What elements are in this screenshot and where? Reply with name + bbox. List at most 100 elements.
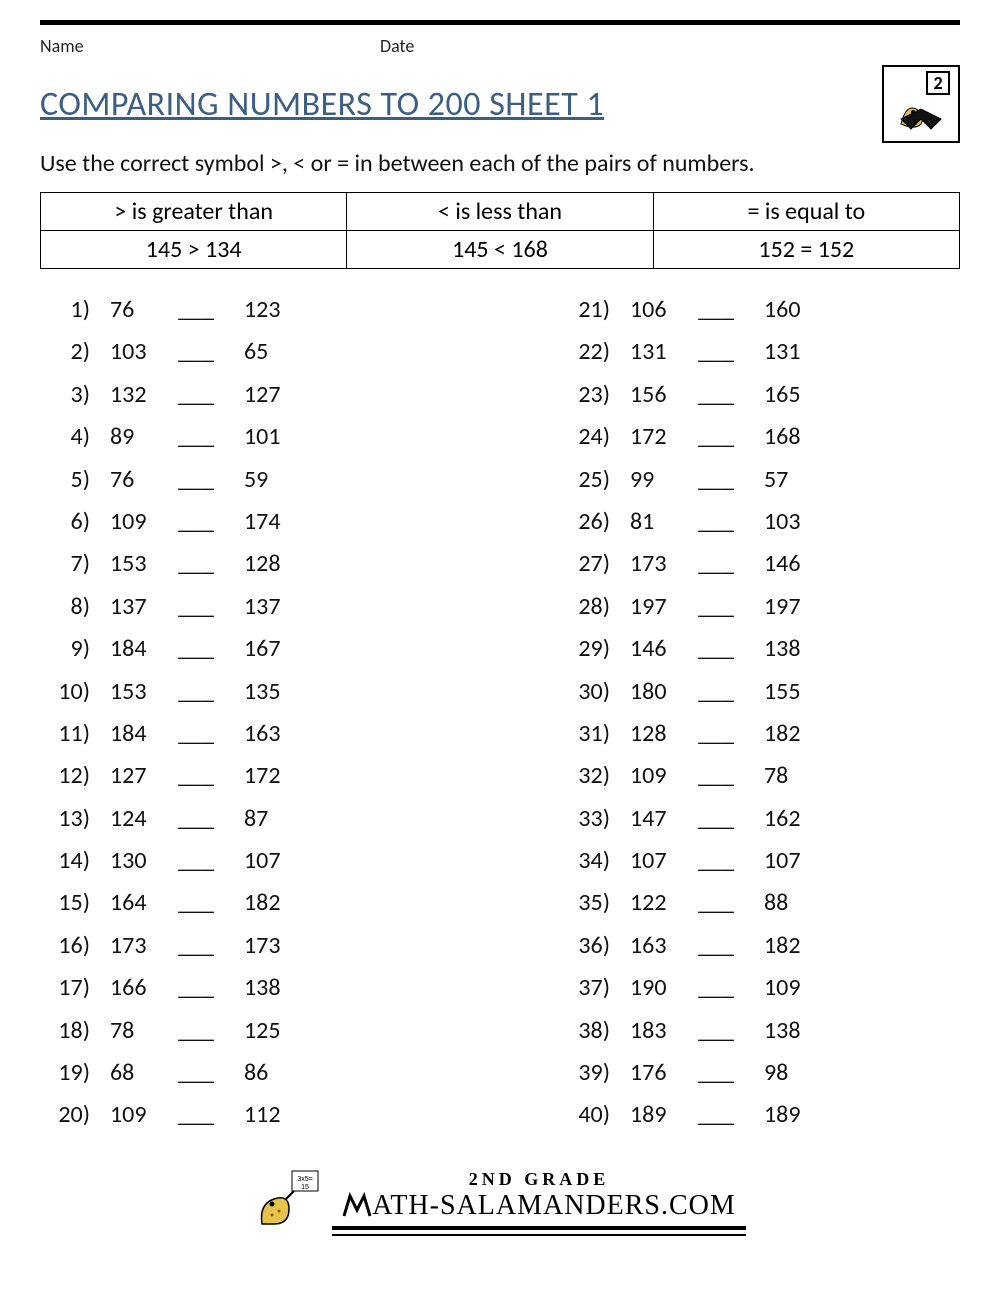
instructions: Use the correct symbol >, < or = in betw…	[40, 149, 960, 178]
problem-row: 26)81___103	[560, 503, 960, 541]
answer-blank[interactable]: ___	[686, 1054, 746, 1092]
answer-blank[interactable]: ___	[686, 291, 746, 329]
answer-blank[interactable]: ___	[166, 503, 226, 541]
answer-blank[interactable]: ___	[686, 715, 746, 753]
problem-row: 33)147___162	[560, 800, 960, 838]
answer-blank[interactable]: ___	[166, 800, 226, 838]
problem-left-value: 184	[96, 715, 166, 753]
problem-row: 21)106___160	[560, 291, 960, 329]
problem-left-value: 81	[616, 503, 686, 541]
problem-left-value: 103	[96, 333, 166, 371]
answer-blank[interactable]: ___	[166, 715, 226, 753]
problem-number: 31)	[560, 715, 616, 753]
problem-row: 32)109___78	[560, 757, 960, 795]
problem-right-value: 109	[746, 969, 816, 1007]
answer-blank[interactable]: ___	[686, 418, 746, 456]
answer-blank[interactable]: ___	[166, 673, 226, 711]
problem-number: 16)	[40, 927, 96, 965]
problem-right-value: 165	[746, 376, 816, 414]
answer-blank[interactable]: ___	[686, 969, 746, 1007]
page-title: COMPARING NUMBERS TO 200 SHEET 1	[40, 84, 604, 125]
grade-badge: 2	[926, 71, 950, 95]
problem-left-value: 109	[96, 1096, 166, 1134]
problem-left-value: 180	[616, 673, 686, 711]
answer-blank[interactable]: ___	[686, 461, 746, 499]
answer-blank[interactable]: ___	[166, 969, 226, 1007]
answer-blank[interactable]: ___	[686, 545, 746, 583]
problem-row: 28)197___197	[560, 588, 960, 626]
answer-blank[interactable]: ___	[166, 1096, 226, 1134]
problem-row: 19)68___86	[40, 1054, 440, 1092]
problem-number: 6)	[40, 503, 96, 541]
problem-number: 19)	[40, 1054, 96, 1092]
answer-blank[interactable]: ___	[686, 800, 746, 838]
problem-left-value: 124	[96, 800, 166, 838]
date-label: Date	[380, 35, 414, 57]
svg-text:3x5=: 3x5=	[298, 1176, 313, 1183]
problem-left-value: 197	[616, 588, 686, 626]
answer-blank[interactable]: ___	[686, 630, 746, 668]
problem-right-value: 155	[746, 673, 816, 711]
answer-blank[interactable]: ___	[166, 545, 226, 583]
problem-right-value: 168	[746, 418, 816, 456]
answer-blank[interactable]: ___	[686, 884, 746, 922]
problem-number: 18)	[40, 1012, 96, 1050]
answer-blank[interactable]: ___	[686, 333, 746, 371]
problem-right-value: 138	[746, 1012, 816, 1050]
problem-left-value: 190	[616, 969, 686, 1007]
problem-right-value: 189	[746, 1096, 816, 1134]
problem-left-value: 78	[96, 1012, 166, 1050]
problem-right-value: 112	[226, 1096, 296, 1134]
problem-number: 39)	[560, 1054, 616, 1092]
problem-row: 34)107___107	[560, 842, 960, 880]
problem-number: 17)	[40, 969, 96, 1007]
answer-blank[interactable]: ___	[166, 630, 226, 668]
problem-right-value: 197	[746, 588, 816, 626]
answer-blank[interactable]: ___	[166, 884, 226, 922]
problem-right-value: 163	[226, 715, 296, 753]
problem-right-value: 103	[746, 503, 816, 541]
answer-blank[interactable]: ___	[166, 376, 226, 414]
answer-blank[interactable]: ___	[686, 842, 746, 880]
problem-right-value: 65	[226, 333, 296, 371]
problem-number: 21)	[560, 291, 616, 329]
answer-blank[interactable]: ___	[686, 927, 746, 965]
answer-blank[interactable]: ___	[166, 1054, 226, 1092]
answer-blank[interactable]: ___	[166, 757, 226, 795]
answer-blank[interactable]: ___	[686, 673, 746, 711]
problem-left-value: 176	[616, 1054, 686, 1092]
answer-blank[interactable]: ___	[686, 503, 746, 541]
key-cell: = is equal to	[653, 193, 959, 231]
problem-row: 15)164___182	[40, 884, 440, 922]
answer-blank[interactable]: ___	[166, 588, 226, 626]
answer-blank[interactable]: ___	[686, 588, 746, 626]
answer-blank[interactable]: ___	[686, 376, 746, 414]
answer-blank[interactable]: ___	[686, 757, 746, 795]
problems-column-left: 1)76___1232)103___653)132___1274)89___10…	[40, 291, 440, 1139]
problem-number: 15)	[40, 884, 96, 922]
answer-blank[interactable]: ___	[686, 1012, 746, 1050]
answer-blank[interactable]: ___	[166, 418, 226, 456]
answer-blank[interactable]: ___	[166, 1012, 226, 1050]
problem-left-value: 68	[96, 1054, 166, 1092]
answer-blank[interactable]: ___	[166, 333, 226, 371]
answer-blank[interactable]: ___	[166, 842, 226, 880]
problem-right-value: 174	[226, 503, 296, 541]
key-cell: 145 > 134	[41, 231, 347, 269]
problem-row: 16)173___173	[40, 927, 440, 965]
problem-number: 32)	[560, 757, 616, 795]
problem-right-value: 123	[226, 291, 296, 329]
problems-area: 1)76___1232)103___653)132___1274)89___10…	[40, 291, 960, 1139]
problem-row: 31)128___182	[560, 715, 960, 753]
problem-row: 18)78___125	[40, 1012, 440, 1050]
problem-row: 23)156___165	[560, 376, 960, 414]
answer-blank[interactable]: ___	[166, 461, 226, 499]
problem-left-value: 164	[96, 884, 166, 922]
problem-right-value: 98	[746, 1054, 816, 1092]
problems-column-right: 21)106___16022)131___13123)156___16524)1…	[560, 291, 960, 1139]
answer-blank[interactable]: ___	[166, 291, 226, 329]
answer-blank[interactable]: ___	[166, 927, 226, 965]
problem-left-value: 163	[616, 927, 686, 965]
answer-blank[interactable]: ___	[686, 1096, 746, 1134]
header-fields: Name Date	[40, 35, 960, 57]
